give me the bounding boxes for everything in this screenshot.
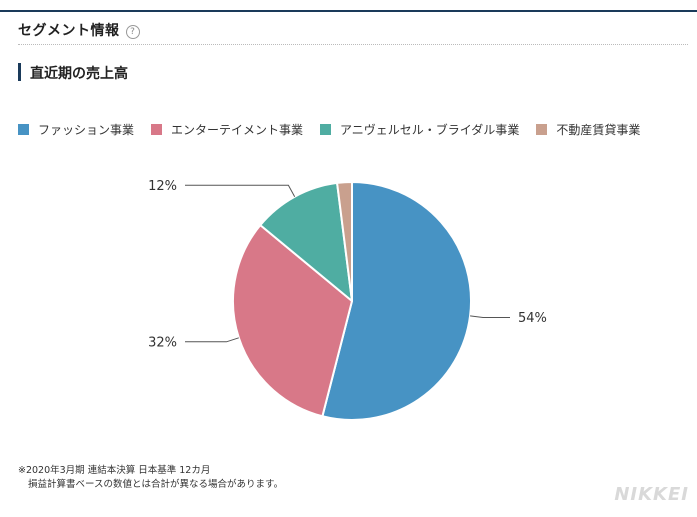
- legend-swatch: [18, 124, 29, 135]
- legend-label: ファッション事業: [38, 123, 135, 137]
- pie-slice[interactable]: [232, 224, 353, 418]
- data-label: 32%: [148, 335, 177, 350]
- top-rule: [0, 10, 697, 12]
- legend-item[interactable]: アニヴェルセル・ブライダル事業: [320, 121, 519, 138]
- legend-item[interactable]: 不動産賃貸事業: [536, 121, 640, 138]
- data-label: 54%: [518, 311, 547, 326]
- section-title: セグメント情報: [18, 23, 120, 39]
- legend-label: アニヴェルセル・ブライダル事業: [340, 123, 520, 137]
- footnote-line-2: 損益計算書ベースの数値とは合計が異なる場合があります。: [28, 479, 284, 490]
- pie-slice[interactable]: [336, 181, 353, 302]
- legend-item[interactable]: エンターテイメント事業: [151, 121, 303, 138]
- pie-slice[interactable]: [259, 181, 353, 302]
- footnote-line-1: ※2020年3月期 連結本決算 日本基準 12カ月: [18, 465, 211, 476]
- help-icon[interactable]: ?: [125, 25, 140, 39]
- legend-swatch: [151, 124, 163, 135]
- data-label: 12%: [148, 179, 177, 194]
- nikkei-logo: NIKKEI: [614, 484, 689, 505]
- section-header: セグメント情報?: [18, 20, 688, 45]
- legend-swatch: [320, 124, 332, 135]
- legend-label: エンターテイメント事業: [171, 123, 304, 137]
- sub-header: 直近期の売上高: [18, 63, 128, 82]
- label-leader-line: [185, 337, 239, 343]
- legend-item[interactable]: ファッション事業: [18, 121, 134, 138]
- legend-label: 不動産賃貸事業: [556, 123, 641, 137]
- pie-chart: 54% 32% 12%: [148, 179, 547, 421]
- label-leader-line: [470, 315, 510, 318]
- pie-slice[interactable]: [321, 181, 472, 421]
- chart-legend: ファッション事業 エンターテイメント事業 アニヴェルセル・ブライダル事業 不動産賃貸事…: [18, 121, 697, 138]
- label-leader-line: [185, 184, 296, 197]
- legend-swatch: [536, 124, 548, 135]
- chart-title: 直近期の売上高: [30, 66, 128, 82]
- footnote: ※2020年3月期 連結本決算 日本基準 12カ月 損益計算書ベースの数値とは合…: [18, 464, 283, 492]
